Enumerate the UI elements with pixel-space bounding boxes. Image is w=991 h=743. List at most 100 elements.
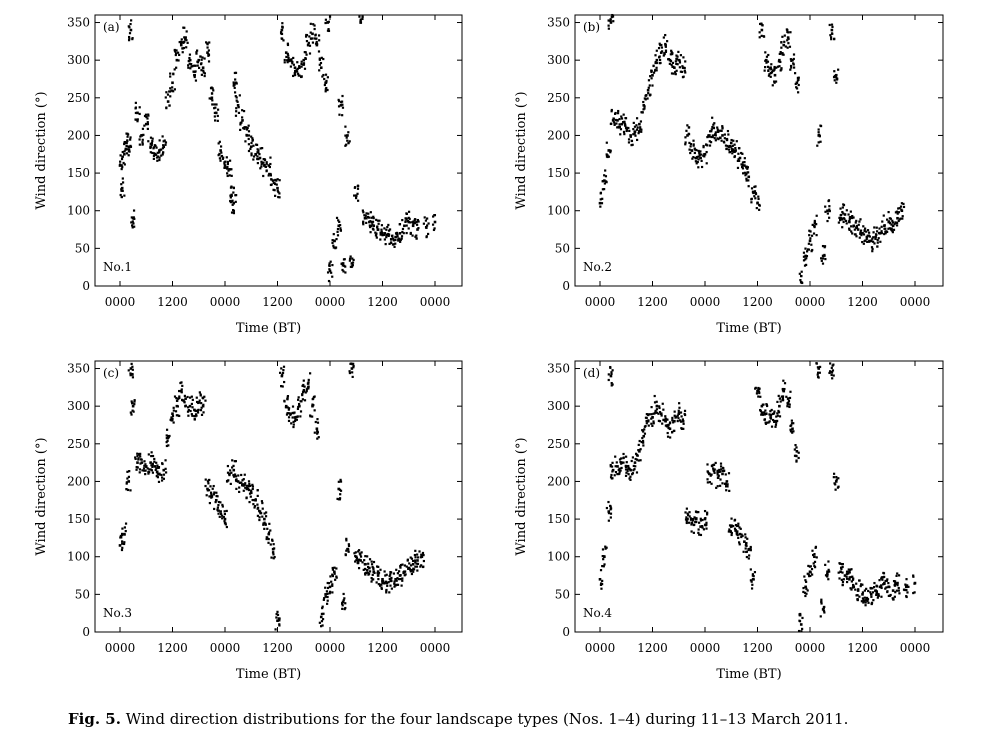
data-point-sample — [294, 417, 297, 420]
data-point-sample — [864, 601, 867, 604]
data-point-sample — [733, 518, 737, 521]
data-point-sample — [267, 531, 271, 534]
data-point-sample — [331, 583, 334, 586]
data-point-sample — [164, 459, 167, 462]
data-point-sample — [905, 578, 908, 581]
data-point-sample — [752, 191, 756, 194]
data-point-sample — [300, 65, 303, 68]
x-tick-label: 0000 — [900, 641, 931, 655]
data-point-sample — [895, 582, 898, 586]
data-point-sample — [263, 512, 266, 515]
data-point-sample — [169, 87, 172, 90]
data-point-sample — [369, 224, 373, 228]
data-point-sample — [725, 485, 728, 488]
data-point-sample — [882, 572, 886, 575]
data-point-sample — [330, 580, 333, 583]
data-point-sample — [705, 143, 708, 146]
data-point-sample — [627, 126, 630, 130]
data-point-sample — [125, 144, 128, 148]
data-point-sample — [332, 233, 335, 236]
data-point-sample — [178, 41, 181, 44]
data-point-sample — [664, 45, 667, 48]
data-point-sample — [250, 154, 253, 157]
data-point-sample — [235, 107, 238, 110]
data-point-sample — [695, 520, 698, 524]
data-point-sample — [315, 37, 318, 40]
data-point-sample — [406, 559, 409, 562]
data-point-sample — [129, 22, 132, 26]
data-point-sample — [333, 566, 336, 569]
data-point-sample — [888, 227, 891, 230]
data-point — [760, 404, 764, 408]
data-point-sample — [661, 402, 664, 405]
data-point-sample — [765, 403, 768, 406]
data-point-sample — [350, 265, 353, 269]
data-point-sample — [725, 147, 728, 151]
data-point-sample — [314, 42, 318, 45]
data-point-sample — [617, 109, 620, 113]
data-point-sample — [868, 235, 871, 238]
data-point-sample — [278, 617, 281, 620]
data-point-sample — [884, 579, 887, 583]
data-point-sample — [877, 593, 880, 596]
data-point-sample — [272, 543, 275, 546]
x-tick-label: 0000 — [210, 641, 241, 655]
data-point-sample — [761, 413, 765, 416]
data-point-sample — [850, 580, 853, 583]
data-point-sample — [313, 37, 316, 40]
data-point-sample — [129, 411, 132, 414]
data-point — [284, 51, 288, 54]
data-point-sample — [344, 271, 347, 274]
data-point-sample — [393, 245, 396, 248]
data-point-sample — [647, 424, 650, 427]
data-point-sample — [299, 400, 302, 403]
data-point-sample — [313, 431, 316, 434]
data-point-sample — [185, 30, 188, 33]
data-point-sample — [340, 101, 343, 104]
data-point-sample — [263, 158, 266, 161]
data-point-sample — [860, 600, 863, 603]
data-point-sample — [331, 574, 335, 578]
data-point — [826, 209, 829, 213]
data-point-sample — [216, 119, 219, 122]
data-point-sample — [721, 469, 724, 473]
data-point-sample — [754, 191, 757, 195]
data-point-sample — [671, 416, 674, 420]
data-point-sample — [770, 63, 773, 66]
data-point-sample — [356, 192, 359, 195]
data-point-sample — [213, 103, 216, 106]
data-point — [791, 58, 794, 62]
data-point-sample — [314, 33, 317, 36]
data-point — [603, 179, 606, 182]
data-point-sample — [270, 178, 273, 181]
data-point-sample — [235, 479, 238, 483]
data-point-sample — [837, 221, 840, 224]
data-point-sample — [286, 59, 289, 62]
data-point-sample — [341, 268, 344, 272]
plot-frame — [574, 360, 944, 633]
data-point-sample — [364, 567, 367, 571]
data-point-sample — [377, 565, 380, 569]
data-point-sample — [380, 224, 384, 227]
data-point-sample — [126, 140, 129, 143]
data-point-sample — [888, 585, 891, 589]
data-point — [620, 122, 624, 126]
y-tick-label: 250 — [547, 437, 570, 451]
data-point-sample — [682, 56, 685, 59]
data-point — [149, 461, 152, 464]
data-point-sample — [162, 151, 165, 154]
data-point-sample — [318, 621, 321, 624]
data-point-sample — [267, 537, 270, 541]
data-point-sample — [324, 21, 327, 25]
data-point-sample — [414, 561, 417, 564]
data-point-sample — [238, 94, 241, 97]
data-point-sample — [746, 537, 749, 540]
data-point-sample — [867, 589, 870, 593]
data-point-sample — [659, 61, 662, 65]
data-point-sample — [128, 26, 131, 29]
data-point-sample — [625, 129, 628, 133]
data-point-sample — [151, 462, 154, 465]
landscape-label: No.1 — [103, 260, 132, 274]
data-point-sample — [333, 239, 336, 243]
data-point-sample — [331, 275, 334, 278]
